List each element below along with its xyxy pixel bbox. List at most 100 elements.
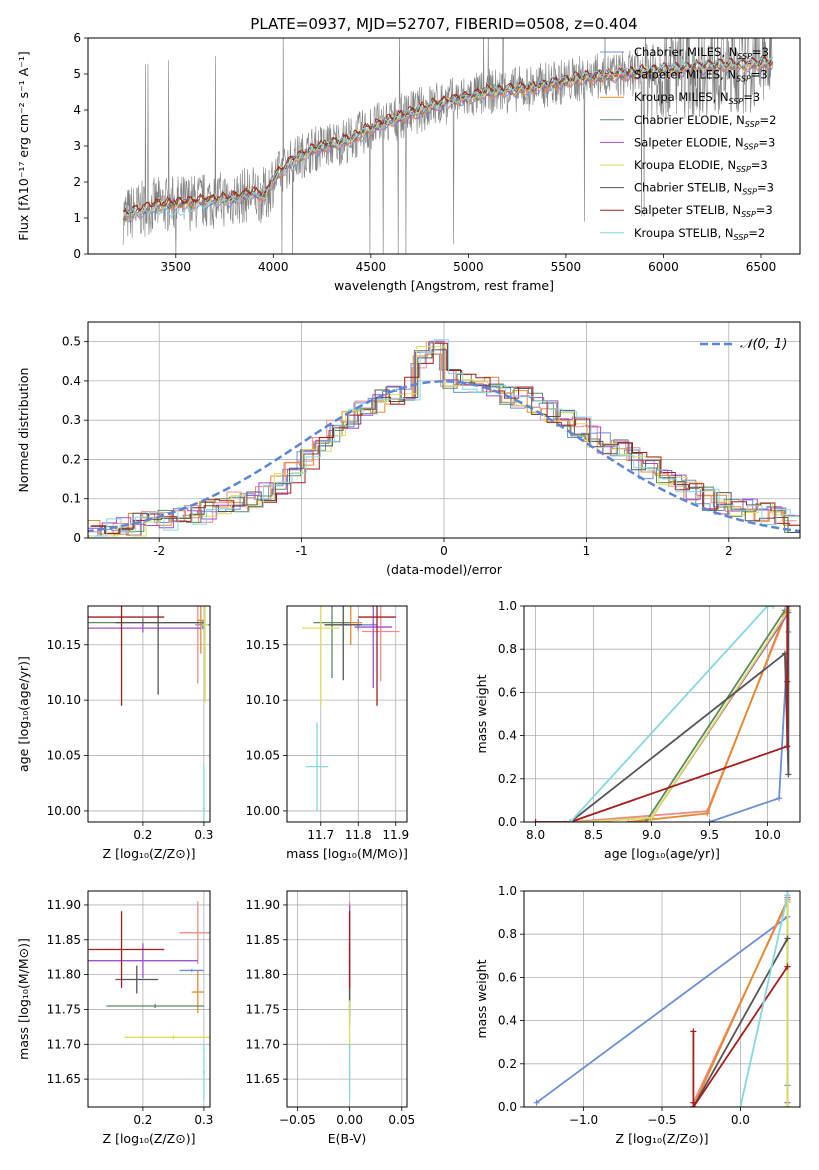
x-tick-label: 2 <box>725 544 733 558</box>
x-tick-label: 10.0 <box>754 828 781 842</box>
y-tick-label: 11.65 <box>246 1072 280 1086</box>
x-tick-label: 3500 <box>161 260 192 274</box>
data-point <box>172 1036 175 1039</box>
mass-weight-series-7 <box>535 606 789 822</box>
y-tick-label: 4 <box>73 103 81 117</box>
x-tick-label: 11.9 <box>382 828 409 842</box>
plus-marker <box>532 819 539 822</box>
y-tick-label: 0.4 <box>498 729 517 743</box>
legend-tail: =3 <box>751 68 768 82</box>
x-tick-label: 11.7 <box>307 828 334 842</box>
y-tick-label: 0.4 <box>498 1014 517 1028</box>
data-point <box>342 624 345 626</box>
legend-tail: =3 <box>757 181 774 195</box>
data-point <box>204 624 206 626</box>
y-tick-label: 3 <box>73 139 81 153</box>
legend-label: Kroupa ELODIE, NSSP=3 <box>634 158 768 174</box>
data-point <box>348 1036 351 1039</box>
data-point <box>197 991 199 993</box>
legend-tail: =2 <box>748 226 765 240</box>
plus-marker <box>784 963 791 970</box>
x-tick-label: 1 <box>583 544 591 558</box>
data-point <box>157 621 159 624</box>
y-tick-label: 0.8 <box>498 927 517 941</box>
legend-subscript: SSP <box>744 142 759 151</box>
y-tick-label: 11.75 <box>47 1002 81 1016</box>
legend-label: Kroupa MILES, NSSP=3 <box>634 90 760 106</box>
data-point <box>190 969 193 972</box>
mass-vs-EBV-plot-area <box>348 901 351 1101</box>
axes-frame <box>87 605 211 823</box>
data-point <box>319 627 322 629</box>
y-tick-label: 11.80 <box>246 968 280 982</box>
x-axis-label: (data-model)/error <box>386 562 503 577</box>
data-point <box>203 1071 205 1073</box>
y-tick-label: 0.0 <box>498 1100 517 1114</box>
plus-marker <box>770 606 777 609</box>
legend-subscript: SSP <box>745 120 760 129</box>
y-tick-label: 10.05 <box>246 749 280 763</box>
age-vs-mass-plot-area <box>302 606 400 811</box>
mass-vs-metallicity-panel: 0.2 0.3 11.65 11.70 11.75 11.80 11.85 11.90 Z [l… <box>16 890 213 1146</box>
plus-marker <box>706 819 713 822</box>
axes-frame <box>286 890 408 1108</box>
legend-label: Kroupa STELIB, NSSP=2 <box>634 226 765 242</box>
y-tick-label: 11.70 <box>246 1037 280 1051</box>
x-tick-label: −0.05 <box>279 1113 316 1127</box>
y-tick-label: 0.3 <box>62 413 81 427</box>
legend-text: Kroupa MILES, N <box>634 90 729 104</box>
plus-marker <box>784 891 791 894</box>
histogram-plot-area <box>88 339 800 537</box>
x-axis-label: mass [log₁₀(M/M⊙)] <box>286 846 408 861</box>
histogram-series-5 <box>89 346 800 537</box>
y-tick-label: 0.8 <box>498 642 517 656</box>
plus-marker <box>785 771 792 778</box>
massweight-vs-age-plot-area <box>532 606 792 822</box>
x-tick-label: 0.3 <box>194 828 213 842</box>
legend-subscript: SSP <box>734 233 749 242</box>
histogram-series-3 <box>88 342 799 537</box>
plus-marker <box>737 1104 744 1107</box>
y-axis-label: age [log₁₀(age/yr)] <box>16 656 31 772</box>
age-vs-mass-panel: 11.7 11.8 11.9 10.00 10.05 10.10 10.15 mass [lo… <box>246 605 409 861</box>
x-tick-label: 8.0 <box>526 828 545 842</box>
x-tick-label: −1.0 <box>569 1113 598 1127</box>
x-tick-label: 0.00 <box>336 1113 363 1127</box>
x-axis-label: Z [log₁₀(Z/Z⊙)] <box>103 846 196 861</box>
plus-marker <box>567 819 574 822</box>
legend-text: Salpeter STELIB, N <box>634 203 741 217</box>
data-point <box>331 621 333 624</box>
data-point <box>154 1005 156 1007</box>
y-tick-label: 0.6 <box>498 970 517 984</box>
legend-tail: =3 <box>751 158 768 172</box>
legend-label: Salpeter MILES, NSSP=3 <box>634 68 768 84</box>
y-axis-label: mass [log₁₀(M/M⊙)] <box>16 938 31 1060</box>
x-tick-label: 0.3 <box>194 1113 213 1127</box>
histogram-series-8 <box>92 339 800 537</box>
legend-tail: =3 <box>758 135 775 149</box>
plus-marker <box>642 819 649 822</box>
y-tick-label: 5 <box>73 67 81 81</box>
legend-subscript: SSP <box>736 75 751 84</box>
x-axis-label: Z [log₁₀(Z/Z⊙)] <box>616 1131 709 1146</box>
y-tick-label: 0.0 <box>498 815 517 829</box>
legend-label: Chabrier MILES, NSSP=3 <box>634 45 769 61</box>
axes-frame <box>87 37 801 255</box>
histogram-series-6 <box>90 349 800 534</box>
y-tick-label: 11.80 <box>47 968 81 982</box>
legend-text: Chabrier ELODIE, N <box>634 113 745 127</box>
x-tick-label: 5000 <box>453 260 484 274</box>
legend-tail: =3 <box>752 45 769 59</box>
plus-marker <box>764 606 771 609</box>
data-point <box>200 619 202 622</box>
data-point <box>120 948 123 951</box>
x-tick-label: 5500 <box>551 260 582 274</box>
axes-frame <box>87 321 801 539</box>
y-tick-label: 11.85 <box>47 933 81 947</box>
y-axis-label: Normed distribution <box>16 368 31 493</box>
plus-marker <box>785 606 792 609</box>
y-tick-label: 11.65 <box>47 1072 81 1086</box>
y-tick-label: 0.2 <box>62 452 81 466</box>
spectrum-plot-area <box>122 38 774 254</box>
